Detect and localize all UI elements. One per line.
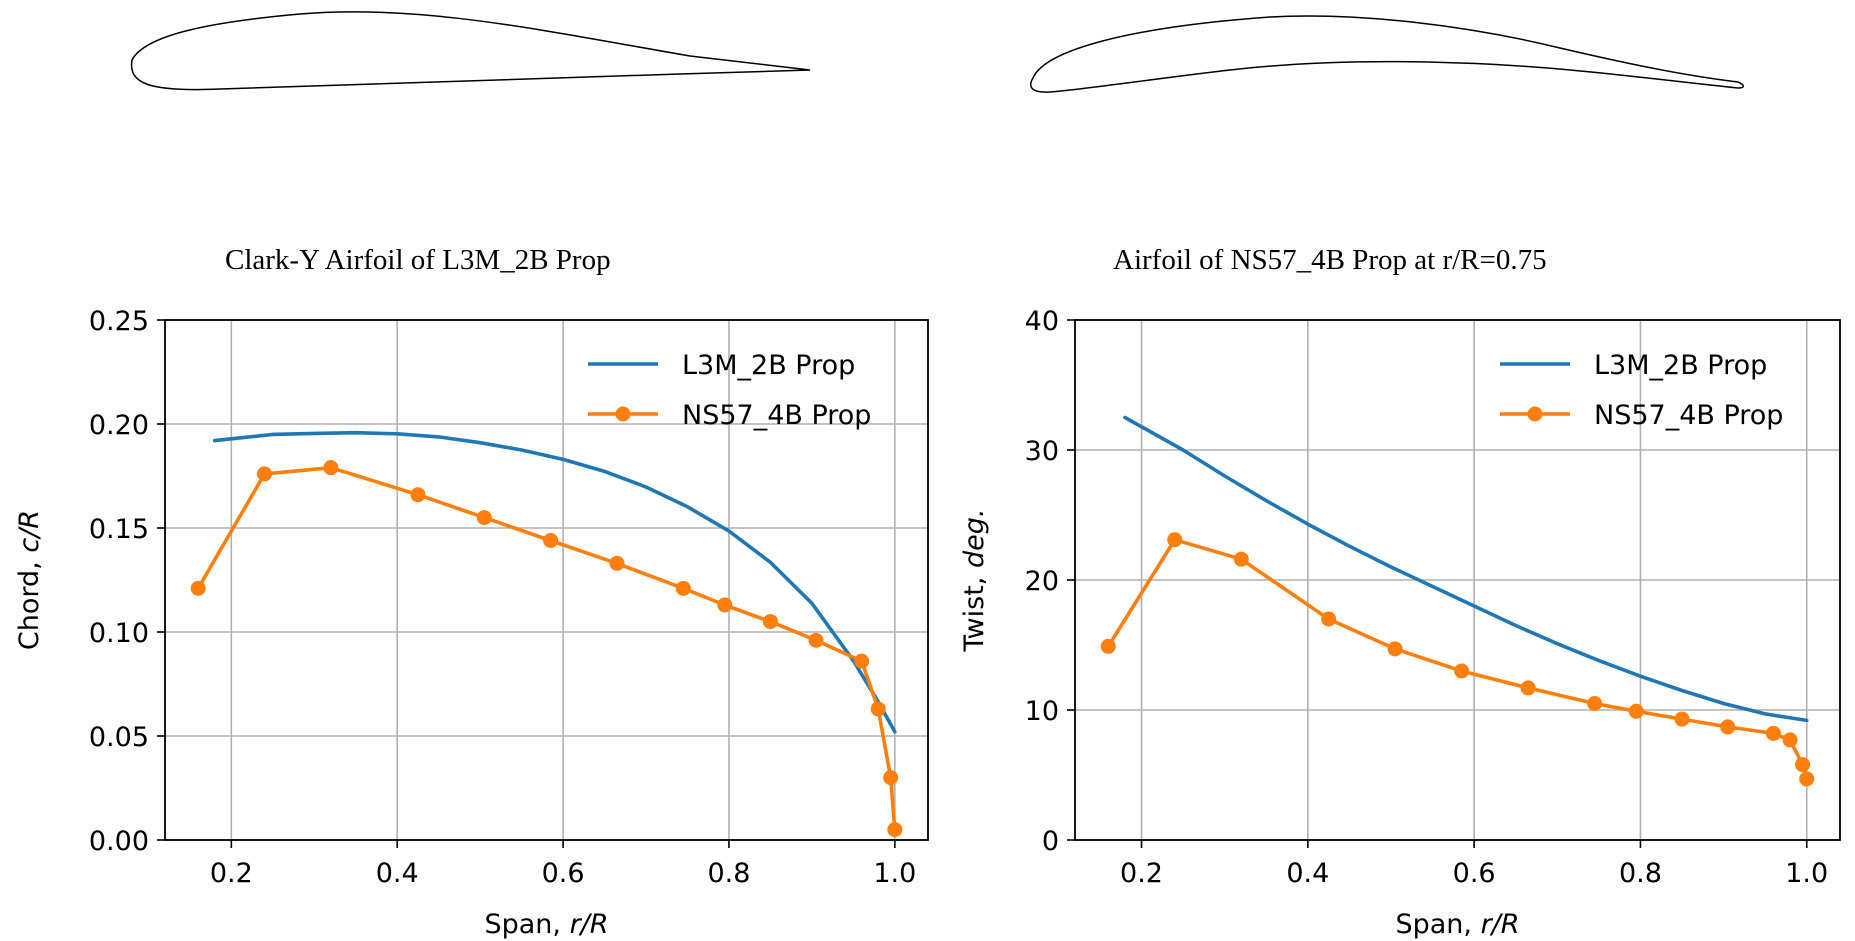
y-axis-label: Chord, c/R (14, 510, 45, 650)
x-tick-label: 0.6 (542, 858, 585, 889)
data-point (883, 770, 899, 786)
data-point (1765, 725, 1781, 741)
x-axis-label-prefix: Span, (1395, 909, 1480, 940)
data-point (717, 597, 733, 613)
data-point (1321, 611, 1337, 627)
data-point (1799, 771, 1815, 787)
data-point (887, 822, 903, 838)
data-point (1100, 638, 1116, 654)
y-tick-label: 0 (1042, 826, 1059, 857)
y-tick-label: 20 (1025, 566, 1059, 597)
y-tick-label: 40 (1025, 306, 1059, 337)
ns57-airfoil-outline (1029, 15, 1744, 93)
x-tick-label: 0.8 (1619, 858, 1662, 889)
plot-frame (164, 319, 929, 841)
legend-label: L3M_2B Prop (682, 350, 855, 381)
series-line-l3m (1123, 415, 1809, 723)
y-tick-label: 0.10 (89, 618, 149, 649)
data-point (190, 580, 206, 596)
data-point (476, 510, 492, 526)
y-axis-label-prefix: Chord, (14, 553, 45, 650)
airfoil-caption-left: Clark-Y Airfoil of L3M_2B Prop (225, 244, 611, 276)
x-axis-label: Span, r/R (484, 909, 608, 940)
x-tick-label: 0.6 (1453, 858, 1496, 889)
twist-distribution-chart: 0.2 0.4 0.6 0.8 1.0 0 10 20 30 40 Span, r/R Twist, … (959, 306, 1841, 940)
x-tick-label: 0.8 (707, 858, 750, 889)
y-tick-label: 0.25 (89, 306, 149, 337)
series-line-l3m (213, 430, 897, 734)
data-point (808, 632, 824, 648)
x-axis-label-variable: r/R (1481, 909, 1520, 940)
data-point (870, 701, 886, 717)
legend-label: NS57_4B Prop (682, 400, 871, 431)
y-tick-label: 0.00 (89, 826, 149, 857)
data-point (323, 460, 339, 476)
data-point (1233, 551, 1249, 567)
legend-marker (1527, 406, 1543, 422)
data-point (1587, 696, 1603, 711)
data-point (675, 580, 691, 596)
data-point (1795, 757, 1811, 773)
data-point (1167, 532, 1183, 548)
chord-distribution-chart: 0.2 0.4 0.6 0.8 1.0 0.00 0.05 0.10 0.15 0.20 0.25 S… (14, 306, 929, 940)
y-axis-label-prefix: Twist, (959, 568, 990, 652)
data-point (257, 466, 273, 482)
data-point (410, 487, 426, 503)
data-point (1520, 680, 1536, 696)
data-point (1454, 663, 1470, 679)
x-tick-label: 1.0 (1785, 858, 1828, 889)
y-tick-label: 0.15 (89, 514, 149, 545)
x-axis-label-prefix: Span, (484, 909, 569, 940)
y-axis-label: Twist, deg. (959, 509, 990, 653)
y-tick-label: 10 (1025, 696, 1059, 727)
legend-label: NS57_4B Prop (1594, 400, 1783, 431)
airfoil-caption-right: Airfoil of NS57_4B Prop at r/R=0.75 (1113, 244, 1547, 276)
data-point (762, 614, 778, 630)
data-point (1674, 711, 1690, 727)
y-axis-label-variable: deg. (959, 509, 990, 568)
data-point (1782, 732, 1798, 748)
clark-y-airfoil-outline (130, 11, 811, 91)
data-point (854, 653, 870, 669)
data-point (1387, 641, 1403, 657)
data-point (1628, 703, 1644, 719)
data-point (1720, 719, 1736, 735)
y-axis-label-variable: c/R (14, 510, 45, 553)
x-axis-label-variable: r/R (570, 909, 609, 940)
x-tick-label: 0.2 (210, 858, 253, 889)
data-point (609, 555, 625, 571)
x-axis-label: Span, r/R (1395, 909, 1519, 940)
x-tick-label: 1.0 (873, 858, 916, 889)
x-tick-label: 0.4 (376, 858, 419, 889)
y-tick-label: 0.05 (89, 722, 149, 753)
legend-marker (615, 406, 631, 422)
data-point (543, 532, 559, 548)
x-tick-label: 0.2 (1120, 858, 1163, 889)
x-tick-label: 0.4 (1286, 858, 1329, 889)
y-tick-label: 0.20 (89, 410, 149, 441)
legend-label: L3M_2B Prop (1594, 350, 1767, 381)
y-tick-label: 30 (1025, 436, 1059, 467)
